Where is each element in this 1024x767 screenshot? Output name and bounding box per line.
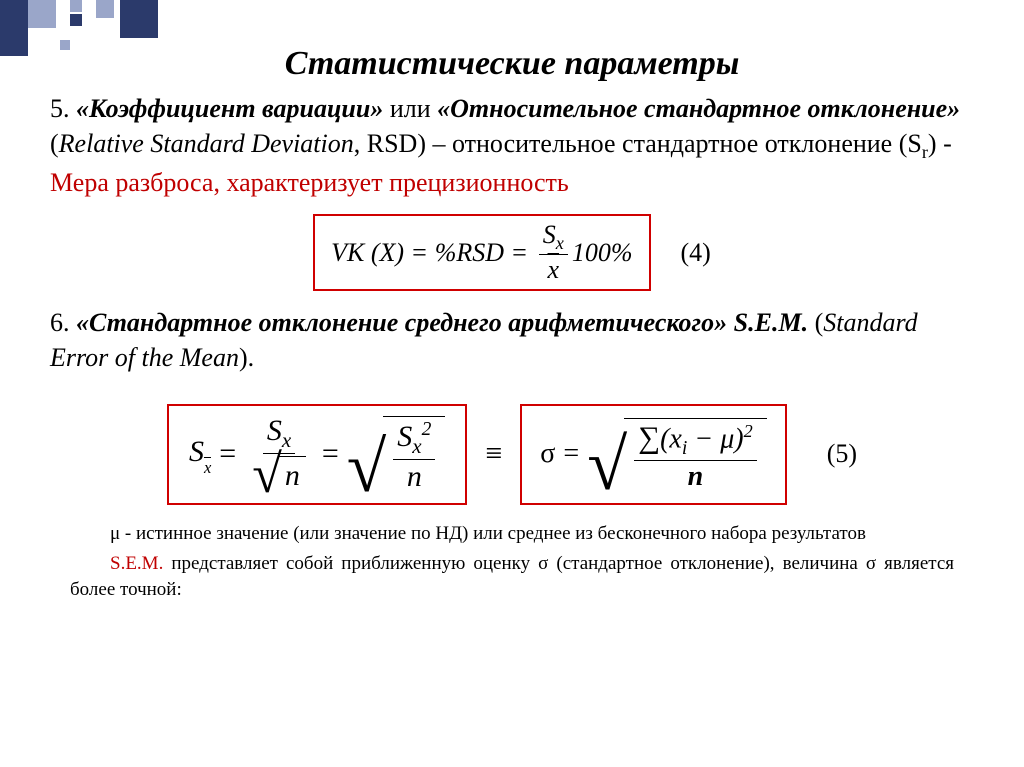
formula-5-box-left: Sx = Sx √n = √ Sx2 n xyxy=(167,404,467,506)
f5-f2-den: n xyxy=(403,460,426,492)
eq2: = xyxy=(512,238,527,268)
section5-dash: – относительное стандартное отклонение (… xyxy=(426,129,922,158)
section6-num: 6. xyxy=(50,308,70,337)
note-red: S.E.M. xyxy=(110,553,163,574)
sigma-frac: ∑(xi − μ)2 n xyxy=(634,422,757,492)
section5-red: Мера разброса, характеризует прецизионно… xyxy=(50,168,569,197)
formula-5-label: (5) xyxy=(827,439,857,469)
f5-f1-num: S xyxy=(267,414,282,447)
eq4: = xyxy=(322,437,339,471)
f5-f2-num: S xyxy=(397,420,412,453)
section5-num: 5. xyxy=(50,94,70,123)
section5-abbr: RSD xyxy=(367,129,418,158)
note-line1: μ - истинное значение (или значение по Н… xyxy=(70,521,954,547)
equiv-sign: ≡ xyxy=(485,437,502,471)
formula-5-box-right: σ = √ ∑(xi − μ)2 n xyxy=(520,404,786,506)
formula-5-row: Sx = Sx √n = √ Sx2 n xyxy=(50,404,974,506)
f4-den: x xyxy=(548,255,560,284)
f5-frac1: Sx √n xyxy=(248,416,310,494)
section5-term2: «Относительное стандартное отклонение» xyxy=(437,94,960,123)
sqrt-frac2: √ Sx2 n xyxy=(347,416,446,492)
f5-frac2: Sx2 n xyxy=(393,420,435,492)
sqrt-n1: √n xyxy=(252,456,306,494)
inner-sq: 2 xyxy=(744,421,753,441)
sigma: σ xyxy=(540,438,555,470)
sqrt-sigma: √ ∑(xi − μ)2 n xyxy=(587,418,767,492)
page-title: Статистические параметры xyxy=(50,45,974,83)
formula-4-label: (4) xyxy=(681,238,711,268)
f4-tail: 100% xyxy=(572,238,633,268)
f5-f2-sub: x xyxy=(412,434,421,458)
section-6: 6. «Стандартное отклонение среднего ариф… xyxy=(50,305,974,375)
f4-lhs: VK (X) xyxy=(331,238,404,268)
sigma-den: n xyxy=(684,461,708,491)
formula-4-row: VK (X) = %RSD = Sx x 100% (4) xyxy=(50,214,974,291)
f4-num-sub: x xyxy=(556,233,564,253)
section6-term-ru: «Стандартное отклонение среднего арифмет… xyxy=(76,308,808,337)
f4-num: S xyxy=(543,220,556,249)
f4-frac: Sx x xyxy=(539,222,568,283)
inner-mu: − μ) xyxy=(687,423,743,454)
section5-or: или xyxy=(383,94,437,123)
f5-f1-den: n xyxy=(279,456,306,494)
slide-content: Статистические параметры 5. «Коэффициент… xyxy=(0,0,1024,602)
corner-decoration xyxy=(0,0,170,60)
f5-S: S xyxy=(189,435,204,468)
inner-open: (x xyxy=(660,423,682,454)
eq3: = xyxy=(219,437,236,471)
section5-term-en: Relative Standard Deviation xyxy=(59,129,354,158)
section5-after-sr: ) - xyxy=(928,129,952,158)
eq5: = xyxy=(563,438,579,470)
eq1: = xyxy=(412,238,427,268)
section-5: 5. «Коэффициент вариации» или «Относител… xyxy=(50,91,974,200)
section5-term1: «Коэффициент вариации» xyxy=(76,94,383,123)
note-rest: представляет собой приближенную оценку σ… xyxy=(70,553,954,600)
f4-mid: %RSD xyxy=(435,238,504,268)
sum-sign: ∑ xyxy=(638,420,660,454)
formula-4-box: VK (X) = %RSD = Sx x 100% xyxy=(313,214,650,291)
footnote: μ - истинное значение (или значение по Н… xyxy=(50,521,974,602)
f5-f1-sub: x xyxy=(282,428,291,452)
f5-f2-sup: 2 xyxy=(422,419,432,440)
section6-after: . xyxy=(248,343,255,372)
